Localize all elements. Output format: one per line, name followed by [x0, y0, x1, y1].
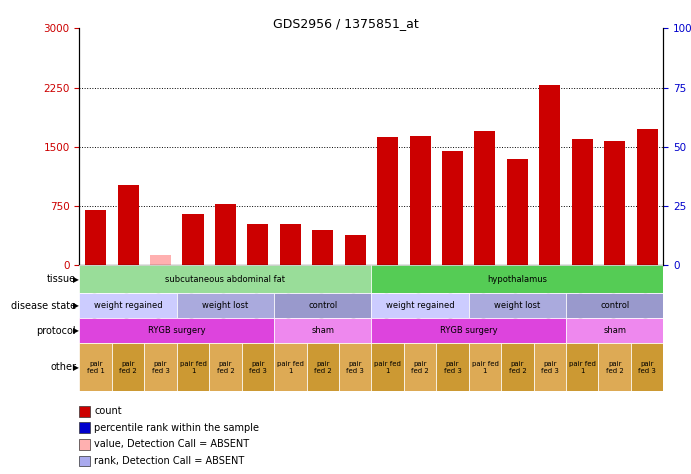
Text: pair
fed 2: pair fed 2 — [120, 361, 137, 374]
Bar — [475, 131, 495, 265]
Text: weight regained: weight regained — [94, 301, 162, 310]
Text: pair
fed 2: pair fed 2 — [411, 361, 429, 374]
Bar — [79, 293, 177, 318]
Text: count: count — [94, 406, 122, 416]
Bar — [79, 406, 90, 417]
Bar — [177, 343, 209, 391]
Bar — [150, 255, 171, 265]
Text: other: other — [50, 362, 76, 372]
Bar — [468, 343, 501, 391]
Text: RYGB surgery: RYGB surgery — [148, 326, 206, 335]
Bar — [112, 343, 144, 391]
Bar — [79, 422, 90, 433]
Text: tissue: tissue — [47, 274, 76, 284]
Bar — [307, 343, 339, 391]
Bar — [636, 129, 658, 265]
Text: pair
fed 2: pair fed 2 — [606, 361, 623, 374]
Text: pair
fed 3: pair fed 3 — [638, 361, 656, 374]
Bar — [571, 139, 593, 265]
Bar — [339, 343, 371, 391]
Text: pair
fed 3: pair fed 3 — [151, 361, 169, 374]
Bar — [280, 224, 301, 265]
Bar — [144, 343, 177, 391]
Bar — [79, 456, 90, 466]
Text: control: control — [308, 301, 337, 310]
Bar — [117, 185, 139, 265]
Text: value, Detection Call = ABSENT: value, Detection Call = ABSENT — [94, 439, 249, 449]
Text: ▶: ▶ — [73, 326, 79, 335]
Bar — [372, 293, 468, 318]
Text: pair
fed 3: pair fed 3 — [541, 361, 559, 374]
Text: pair
fed 2: pair fed 2 — [509, 361, 527, 374]
Bar — [566, 318, 663, 343]
Bar — [468, 293, 566, 318]
Text: weight lost: weight lost — [202, 301, 249, 310]
Text: pair fed
1: pair fed 1 — [277, 361, 304, 374]
Text: pair fed
1: pair fed 1 — [375, 361, 401, 374]
Bar — [274, 293, 372, 318]
Bar — [274, 343, 307, 391]
Bar — [177, 293, 274, 318]
Bar — [372, 265, 663, 293]
Bar — [209, 343, 242, 391]
Text: pair
fed 2: pair fed 2 — [216, 361, 234, 374]
Text: pair
fed 3: pair fed 3 — [346, 361, 364, 374]
Text: pair fed
1: pair fed 1 — [569, 361, 596, 374]
Bar — [79, 265, 372, 293]
Bar — [372, 318, 566, 343]
Bar — [631, 343, 663, 391]
Bar — [604, 141, 625, 265]
Bar — [274, 318, 372, 343]
Bar — [436, 343, 468, 391]
Bar — [598, 343, 631, 391]
Text: pair
fed 1: pair fed 1 — [87, 361, 104, 374]
Text: control: control — [600, 301, 630, 310]
Text: percentile rank within the sample: percentile rank within the sample — [94, 423, 259, 433]
Bar — [507, 159, 528, 265]
Bar — [215, 204, 236, 265]
Bar — [442, 151, 463, 265]
Text: disease state: disease state — [11, 301, 76, 310]
Text: GDS2956 / 1375851_at: GDS2956 / 1375851_at — [273, 17, 418, 29]
Text: ▶: ▶ — [73, 301, 79, 310]
Text: pair
fed 3: pair fed 3 — [444, 361, 462, 374]
Text: pair fed
1: pair fed 1 — [180, 361, 207, 374]
Bar — [372, 343, 404, 391]
Text: RYGB surgery: RYGB surgery — [440, 326, 498, 335]
Bar — [404, 343, 436, 391]
Bar — [247, 224, 268, 265]
Bar — [79, 318, 274, 343]
Text: pair
fed 2: pair fed 2 — [314, 361, 332, 374]
Bar — [377, 137, 398, 265]
Bar — [85, 210, 106, 265]
Text: ▶: ▶ — [73, 363, 79, 372]
Bar — [533, 343, 566, 391]
Bar — [79, 343, 112, 391]
Bar — [242, 343, 274, 391]
Bar — [566, 293, 663, 318]
Text: weight regained: weight regained — [386, 301, 455, 310]
Text: sham: sham — [603, 326, 626, 335]
Text: protocol: protocol — [37, 326, 76, 336]
Text: sham: sham — [311, 326, 334, 335]
Text: pair
fed 3: pair fed 3 — [249, 361, 267, 374]
Bar — [345, 235, 366, 265]
Text: ▶: ▶ — [73, 275, 79, 284]
Text: pair fed
1: pair fed 1 — [471, 361, 498, 374]
Text: weight lost: weight lost — [494, 301, 540, 310]
Bar — [501, 343, 533, 391]
Bar — [182, 214, 204, 265]
Bar — [566, 343, 598, 391]
Bar — [79, 439, 90, 450]
Text: rank, Detection Call = ABSENT: rank, Detection Call = ABSENT — [94, 456, 245, 466]
Text: hypothalamus: hypothalamus — [487, 275, 547, 284]
Bar — [410, 136, 430, 265]
Bar — [539, 85, 560, 265]
Bar — [312, 230, 333, 265]
Text: subcutaneous abdominal fat: subcutaneous abdominal fat — [165, 275, 285, 284]
